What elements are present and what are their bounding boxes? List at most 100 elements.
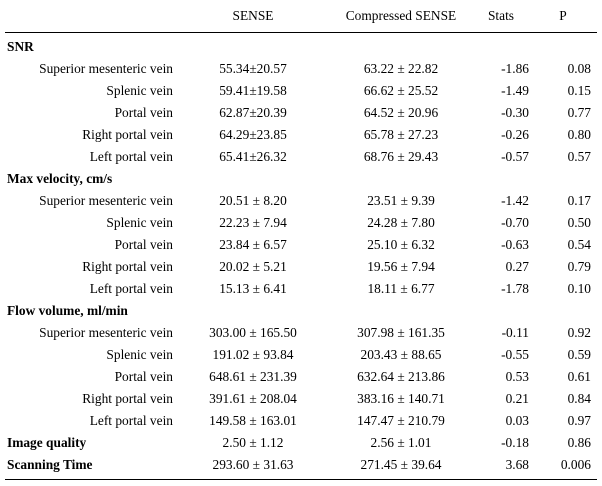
row-label: Portal vein (114, 105, 173, 120)
table-row: Portal vein 62.87±20.39 64.52 ± 20.96 -0… (5, 102, 597, 124)
p-value: 0.17 (567, 193, 591, 208)
table-row: Portal vein 23.84 ± 6.57 25.10 ± 6.32 -0… (5, 234, 597, 256)
sense-value: 20.02 ± 5.21 (219, 259, 287, 274)
compressed-value: 203.43 ± 88.65 (360, 347, 442, 362)
header-compressed-sense: Compressed SENSE (345, 8, 457, 23)
p-value: 0.59 (567, 347, 591, 362)
table-row: Right portal vein 20.02 ± 5.21 19.56 ± 7… (5, 256, 597, 278)
section-heading-flow-volume: Flow volume, ml/min (5, 300, 597, 322)
compressed-value: 2.56 ± 1.01 (370, 435, 432, 450)
row-label: Splenic vein (106, 83, 173, 98)
p-value: 0.10 (567, 281, 591, 296)
table-row: Superior mesenteric vein 20.51 ± 8.20 23… (5, 190, 597, 212)
table-row: Superior mesenteric vein 55.34±20.57 63.… (5, 58, 597, 80)
row-label: Left portal vein (89, 149, 173, 164)
compressed-value: 18.11 ± 6.77 (367, 281, 435, 296)
sense-value: 191.02 ± 93.84 (212, 347, 294, 362)
compressed-value: 632.64 ± 213.86 (357, 369, 445, 384)
stats-value: -1.42 (501, 193, 529, 208)
section-title: Max velocity, cm/s (7, 171, 113, 186)
row-label: Portal vein (114, 369, 173, 384)
row-label: Superior mesenteric vein (39, 325, 173, 340)
header-p: P (559, 8, 567, 23)
p-value: 0.80 (567, 127, 591, 142)
stats-value: -0.30 (501, 105, 529, 120)
sense-value: 391.61 ± 208.04 (209, 391, 297, 406)
comparison-table: SENSE Compressed SENSE Stats P SNR Super… (5, 0, 597, 480)
sense-value: 23.84 ± 6.57 (219, 237, 287, 252)
row-label: Splenic vein (106, 347, 173, 362)
table-row-image-quality: Image quality 2.50 ± 1.12 2.56 ± 1.01 -0… (5, 432, 597, 454)
p-value: 0.84 (567, 391, 591, 406)
stats-value: -0.57 (501, 149, 529, 164)
table-row-scanning-time: Scanning Time 293.60 ± 31.63 271.45 ± 39… (5, 454, 597, 476)
row-label: Scanning Time (7, 457, 93, 472)
table-row: Right portal vein 64.29±23.85 65.78 ± 27… (5, 124, 597, 146)
table-row: Left portal vein 15.13 ± 6.41 18.11 ± 6.… (5, 278, 597, 300)
sense-value: 648.61 ± 231.39 (209, 369, 297, 384)
table-row: Superior mesenteric vein 303.00 ± 165.50… (5, 322, 597, 344)
sense-value: 65.41±26.32 (219, 149, 287, 164)
compressed-value: 19.56 ± 7.94 (367, 259, 435, 274)
p-value: 0.15 (567, 83, 591, 98)
p-value: 0.006 (560, 457, 591, 472)
stats-value: -0.70 (501, 215, 529, 230)
table-row: Portal vein 648.61 ± 231.39 632.64 ± 213… (5, 366, 597, 388)
sense-value: 303.00 ± 165.50 (209, 325, 297, 340)
row-label: Left portal vein (89, 413, 173, 428)
p-value: 0.92 (567, 325, 591, 340)
table-row: Left portal vein 65.41±26.32 68.76 ± 29.… (5, 146, 597, 168)
table-row: Right portal vein 391.61 ± 208.04 383.16… (5, 388, 597, 410)
header-sense: SENSE (232, 8, 274, 23)
row-label: Left portal vein (89, 281, 173, 296)
table-row: Splenic vein 22.23 ± 7.94 24.28 ± 7.80 -… (5, 212, 597, 234)
compressed-value: 66.62 ± 25.52 (363, 83, 439, 98)
compressed-value: 271.45 ± 39.64 (360, 457, 442, 472)
stats-value: -1.86 (501, 61, 529, 76)
sense-value: 149.58 ± 163.01 (209, 413, 297, 428)
compressed-value: 307.98 ± 161.35 (357, 325, 445, 340)
stats-value: 0.21 (505, 391, 529, 406)
compressed-value: 68.76 ± 29.43 (363, 149, 439, 164)
table-row: Splenic vein 191.02 ± 93.84 203.43 ± 88.… (5, 344, 597, 366)
stats-value: 0.03 (505, 413, 529, 428)
stats-value: 0.27 (505, 259, 529, 274)
sense-value: 59.41±19.58 (219, 83, 287, 98)
p-value: 0.79 (567, 259, 591, 274)
row-label: Right portal vein (82, 259, 173, 274)
compressed-value: 25.10 ± 6.32 (367, 237, 435, 252)
table-header: SENSE Compressed SENSE Stats P (5, 0, 597, 32)
p-value: 0.97 (567, 413, 591, 428)
sense-value: 62.87±20.39 (219, 105, 287, 120)
row-label: Right portal vein (82, 127, 173, 142)
row-label: Right portal vein (82, 391, 173, 406)
sense-value: 2.50 ± 1.12 (222, 435, 284, 450)
sense-value: 293.60 ± 31.63 (212, 457, 294, 472)
compressed-value: 147.47 ± 210.79 (357, 413, 445, 428)
section-title: Flow volume, ml/min (7, 303, 128, 318)
compressed-value: 383.16 ± 140.71 (357, 391, 445, 406)
p-value: 0.57 (567, 149, 591, 164)
p-value: 0.50 (567, 215, 591, 230)
compressed-value: 65.78 ± 27.23 (363, 127, 439, 142)
stats-value: 3.68 (505, 457, 529, 472)
table-row: Left portal vein 149.58 ± 163.01 147.47 … (5, 410, 597, 432)
section-heading-snr: SNR (5, 36, 597, 58)
stats-value: -0.18 (501, 435, 529, 450)
p-value: 0.08 (567, 61, 591, 76)
sense-value: 22.23 ± 7.94 (219, 215, 287, 230)
row-label: Image quality (7, 435, 87, 450)
stats-value: -0.55 (501, 347, 529, 362)
table-row: Splenic vein 59.41±19.58 66.62 ± 25.52 -… (5, 80, 597, 102)
header-divider (5, 32, 597, 33)
compressed-value: 23.51 ± 9.39 (367, 193, 435, 208)
header-stats: Stats (487, 8, 515, 23)
stats-value: -0.63 (501, 237, 529, 252)
row-label: Superior mesenteric vein (39, 193, 173, 208)
section-title: SNR (7, 39, 34, 54)
compressed-value: 24.28 ± 7.80 (367, 215, 435, 230)
stats-value: -1.49 (501, 83, 529, 98)
stats-value: -0.11 (501, 325, 529, 340)
p-value: 0.61 (567, 369, 591, 384)
p-value: 0.77 (567, 105, 591, 120)
